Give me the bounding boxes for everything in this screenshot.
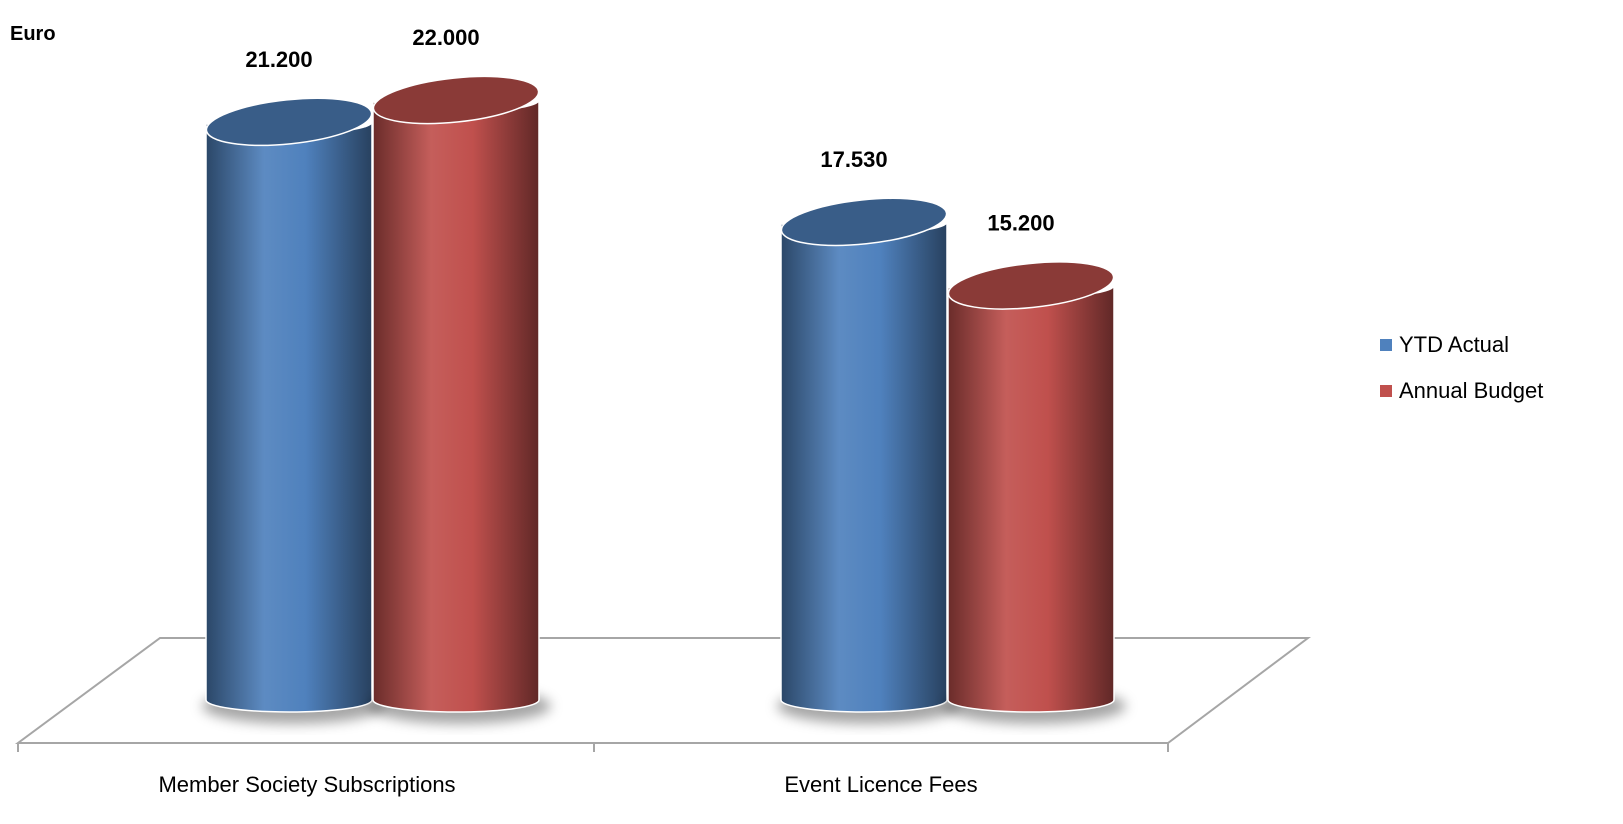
bar-ytd-actual-event-licence: [780, 221, 948, 713]
bar-ytd-actual-member-society: [205, 121, 373, 713]
x-tick-label-event-licence: Event Licence Fees: [784, 772, 977, 797]
x-tick-label-member-society: Member Society Subscriptions: [158, 772, 455, 797]
legend-label-ytd-actual: YTD Actual: [1399, 332, 1509, 357]
data-label-ytd-actual-member-society: 21.200: [245, 47, 312, 72]
bar-annual-budget-event-licence-top: [947, 261, 1115, 310]
bar-ytd-actual-member-society-top: [205, 97, 373, 147]
data-label-annual-budget-member-society: 22.000: [412, 25, 479, 50]
bar-ytd-actual-event-licence-top: [780, 197, 948, 247]
y-axis-title: Euro: [10, 23, 56, 45]
legend-swatch-ytd-actual: [1380, 339, 1392, 351]
data-label-ytd-actual-event-licence: 17.530: [820, 147, 887, 172]
legend-label-annual-budget: Annual Budget: [1399, 378, 1543, 403]
data-label-annual-budget-event-licence: 15.200: [987, 210, 1054, 235]
bar-annual-budget-event-licence: [947, 285, 1115, 713]
bar-annual-budget-member-society-top: [372, 75, 540, 125]
legend: YTD Actual Annual Budget: [1380, 332, 1543, 403]
bar-annual-budget-member-society: [372, 99, 540, 713]
bars-group: 21.200 22.000 17.530 15.200: [202, 25, 1126, 724]
legend-swatch-annual-budget: [1380, 385, 1392, 397]
